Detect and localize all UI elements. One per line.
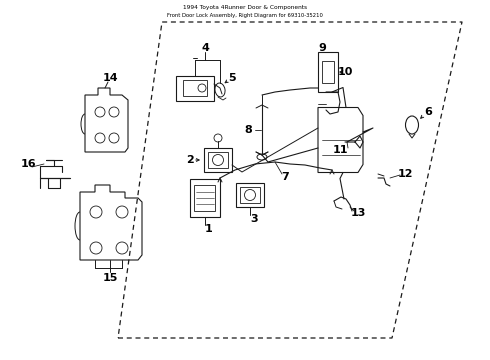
Text: 2: 2 (186, 155, 194, 165)
Text: 6: 6 (424, 107, 432, 117)
Text: 12: 12 (397, 169, 413, 179)
Text: 10: 10 (337, 67, 353, 77)
Text: 13: 13 (350, 208, 366, 218)
Text: 4: 4 (201, 43, 209, 53)
Text: 5: 5 (228, 73, 236, 83)
Text: 8: 8 (244, 125, 252, 135)
Text: Front Door Lock Assembly, Right Diagram for 69310-35210: Front Door Lock Assembly, Right Diagram … (167, 13, 323, 18)
Text: 1994 Toyota 4Runner Door & Components: 1994 Toyota 4Runner Door & Components (183, 5, 307, 10)
Text: 15: 15 (102, 273, 118, 283)
Text: 16: 16 (20, 159, 36, 169)
Text: 9: 9 (318, 43, 326, 53)
Text: 11: 11 (332, 145, 348, 155)
Text: 1: 1 (205, 224, 213, 234)
Text: 7: 7 (281, 172, 289, 182)
Text: 14: 14 (102, 73, 118, 83)
Text: 3: 3 (250, 214, 258, 224)
